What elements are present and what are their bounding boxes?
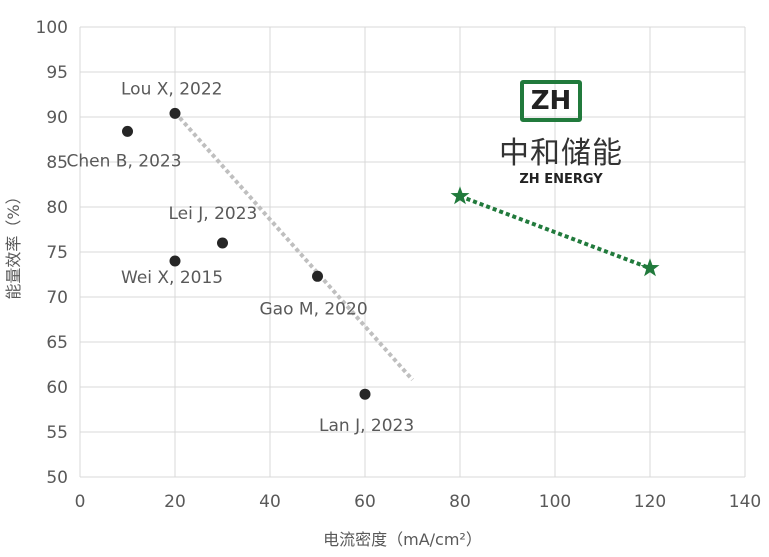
data-label: Chen B, 2023 <box>67 151 182 171</box>
logo: ZH 中和储能 ZH ENERGY <box>496 80 626 187</box>
x-tick-label: 140 <box>729 492 761 512</box>
y-tick-label: 50 <box>46 468 68 488</box>
logo-name-en: ZH ENERGY <box>519 172 603 187</box>
y-tick-label: 75 <box>46 243 68 263</box>
logo-mark: ZH <box>520 80 582 122</box>
data-point <box>169 107 181 119</box>
y-tick-label: 95 <box>46 63 68 83</box>
data-label: Lou X, 2022 <box>121 79 222 99</box>
y-tick-label: 55 <box>46 423 68 443</box>
star-point <box>450 186 470 205</box>
data-point <box>169 255 181 267</box>
star-point <box>640 258 660 277</box>
data-label: Gao M, 2020 <box>260 299 368 319</box>
data-point <box>312 270 323 282</box>
x-tick-label: 120 <box>634 492 666 512</box>
y-tick-label: 60 <box>46 378 68 398</box>
y-tick-label: 100 <box>36 18 68 38</box>
y-tick-label: 90 <box>46 108 68 128</box>
data-label: Lei J, 2023 <box>169 204 258 224</box>
x-tick-label: 0 <box>75 492 86 512</box>
x-tick-label: 40 <box>259 492 281 512</box>
x-tick-label: 100 <box>539 492 571 512</box>
y-axis-label: 能量效率（%） <box>4 188 23 299</box>
y-tick-label: 80 <box>46 198 68 218</box>
trendline <box>173 111 414 382</box>
x-axis-label: 电流密度（mA/cm²） <box>323 530 482 549</box>
data-point <box>122 125 133 137</box>
x-tick-label: 20 <box>164 492 186 512</box>
trendline <box>459 194 651 271</box>
data-label: Wei X, 2015 <box>121 268 223 288</box>
y-tick-label: 65 <box>46 333 68 353</box>
y-tick-label: 70 <box>46 288 68 308</box>
data-label: Lan J, 2023 <box>319 416 414 436</box>
logo-name-cn: 中和储能 <box>499 136 623 171</box>
y-tick-label: 85 <box>46 153 68 173</box>
x-tick-label: 80 <box>449 492 471 512</box>
data-point <box>359 388 371 400</box>
data-point <box>217 237 228 249</box>
x-tick-label: 60 <box>354 492 376 512</box>
